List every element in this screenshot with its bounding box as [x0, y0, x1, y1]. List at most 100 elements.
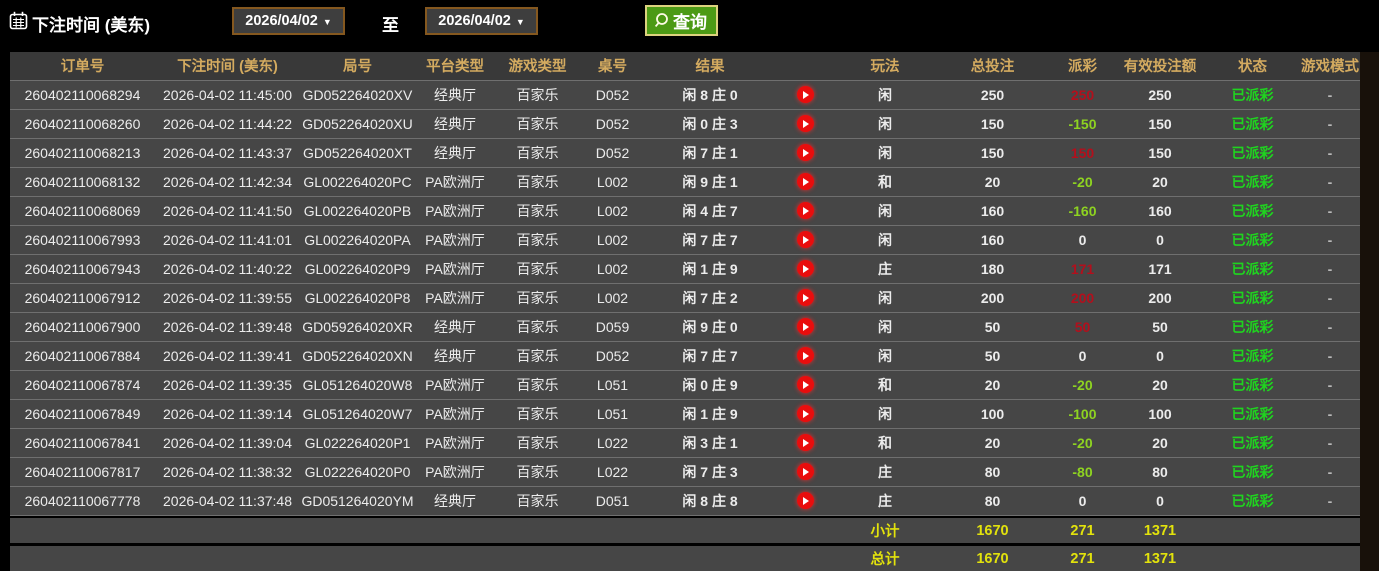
total-bet-cell: 160 [935, 225, 1050, 255]
round-id-cell: GL002264020PC [300, 167, 415, 197]
round-id-cell: GL002264020P9 [300, 254, 415, 284]
total-bet-cell: 50 [935, 312, 1050, 342]
column-header: 桌号 [580, 52, 645, 81]
round-id-cell: GD059264020XR [300, 312, 415, 342]
play-replay-button[interactable] [796, 86, 814, 104]
valid-bet-cell: 171 [1115, 254, 1205, 284]
status-badge: 已派彩 [1205, 254, 1300, 284]
vertical-scrollbar[interactable] [1360, 52, 1379, 571]
platform-cell: PA欧洲厅 [415, 167, 495, 197]
subtotal-valid-bet: 1371 [1143, 522, 1177, 539]
play-replay-button[interactable] [796, 260, 814, 278]
payout-cell: -80 [1050, 457, 1115, 487]
play-icon [803, 467, 809, 476]
chevron-down-icon: ▼ [322, 16, 332, 27]
total-bet-cell: 160 [935, 196, 1050, 226]
play-icon [803, 322, 809, 331]
total-bet-cell: 20 [935, 167, 1050, 197]
replay-cell [775, 399, 835, 429]
play-replay-button[interactable] [796, 289, 814, 307]
valid-bet-cell: 200 [1115, 283, 1205, 313]
result-cell: 闲 8 庄 8 [645, 486, 775, 516]
play-replay-button[interactable] [796, 173, 814, 191]
bet-time-cell: 2026-04-02 11:37:48 [155, 486, 300, 516]
play-replay-button[interactable] [796, 231, 814, 249]
game-type-cell: 百家乐 [495, 167, 580, 197]
query-button-label: 查询 [673, 13, 707, 32]
date-from-select[interactable]: 2026/04/02 ▼ [232, 7, 345, 35]
round-id-cell: GL002264020P8 [300, 283, 415, 313]
table-row: 260402110068069 2026-04-02 11:41:50 GL00… [10, 196, 1360, 226]
play-replay-button[interactable] [796, 144, 814, 162]
play-replay-button[interactable] [796, 492, 814, 510]
table-id-cell: D059 [580, 312, 645, 342]
game-mode-cell: - [1300, 80, 1360, 110]
play-replay-button[interactable] [796, 463, 814, 481]
calendar-icon [9, 11, 28, 35]
order-id-cell: 260402110067778 [10, 486, 155, 516]
bet-type-cell: 闲 [835, 399, 935, 429]
result-cell: 闲 7 庄 7 [645, 341, 775, 371]
payout-cell: -20 [1050, 167, 1115, 197]
game-mode-cell: - [1300, 254, 1360, 284]
grand-total-valid-bet: 1371 [1143, 550, 1177, 567]
result-cell: 闲 1 庄 9 [645, 399, 775, 429]
row-gap [10, 543, 1360, 546]
platform-cell: 经典厅 [415, 109, 495, 139]
payout-cell: 200 [1050, 283, 1115, 313]
table-id-cell: L002 [580, 254, 645, 284]
valid-bet-cell: 20 [1115, 167, 1205, 197]
play-replay-button[interactable] [796, 405, 814, 423]
play-replay-button[interactable] [796, 318, 814, 336]
table-id-cell: L002 [580, 225, 645, 255]
round-id-cell: GL051264020W7 [300, 399, 415, 429]
play-icon [803, 90, 809, 99]
replay-cell [775, 341, 835, 371]
play-replay-button[interactable] [796, 202, 814, 220]
play-icon [803, 206, 809, 215]
valid-bet-cell: 50 [1115, 312, 1205, 342]
bet-time-cell: 2026-04-02 11:38:32 [155, 457, 300, 487]
total-bet-cell: 180 [935, 254, 1050, 284]
bet-time-cell: 2026-04-02 11:41:50 [155, 196, 300, 226]
table-row: 260402110067943 2026-04-02 11:40:22 GL00… [10, 254, 1360, 284]
game-type-cell: 百家乐 [495, 196, 580, 226]
round-id-cell: GL022264020P0 [300, 457, 415, 487]
payout-cell: 171 [1050, 254, 1115, 284]
play-replay-button[interactable] [796, 376, 814, 394]
table-id-cell: L022 [580, 428, 645, 458]
order-id-cell: 260402110067849 [10, 399, 155, 429]
table-row: 260402110067849 2026-04-02 11:39:14 GL05… [10, 399, 1360, 429]
table-id-cell: L002 [580, 196, 645, 226]
play-replay-button[interactable] [796, 347, 814, 365]
grand-total-row: 总计 1670 271 1371 [10, 546, 1360, 571]
order-id-cell: 260402110067884 [10, 341, 155, 371]
result-cell: 闲 7 庄 3 [645, 457, 775, 487]
payout-cell: -150 [1050, 109, 1115, 139]
order-id-cell: 260402110067841 [10, 428, 155, 458]
round-id-cell: GD052264020XT [300, 138, 415, 168]
replay-cell [775, 428, 835, 458]
order-id-cell: 260402110067874 [10, 370, 155, 400]
play-replay-button[interactable] [796, 434, 814, 452]
date-to-select[interactable]: 2026/04/02 ▼ [425, 7, 538, 35]
status-badge: 已派彩 [1205, 341, 1300, 371]
replay-cell [775, 225, 835, 255]
table-row: 260402110067778 2026-04-02 11:37:48 GD05… [10, 486, 1360, 516]
order-id-cell: 260402110068294 [10, 80, 155, 110]
replay-cell [775, 138, 835, 168]
game-type-cell: 百家乐 [495, 80, 580, 110]
result-cell: 闲 7 庄 7 [645, 225, 775, 255]
bet-time-cell: 2026-04-02 11:44:22 [155, 109, 300, 139]
column-header: 游戏类型 [495, 52, 580, 81]
platform-cell: 经典厅 [415, 80, 495, 110]
filter-bar: 下注时间 (美东) 2026/04/02 ▼ 至 2026/04/02 ▼ 查询 [0, 0, 1379, 44]
game-mode-cell: - [1300, 109, 1360, 139]
play-replay-button[interactable] [796, 115, 814, 133]
replay-cell [775, 109, 835, 139]
total-bet-cell: 200 [935, 283, 1050, 313]
platform-cell: PA欧洲厅 [415, 196, 495, 226]
order-id-cell: 260402110068260 [10, 109, 155, 139]
valid-bet-cell: 0 [1115, 225, 1205, 255]
query-button[interactable]: 查询 [645, 5, 718, 36]
